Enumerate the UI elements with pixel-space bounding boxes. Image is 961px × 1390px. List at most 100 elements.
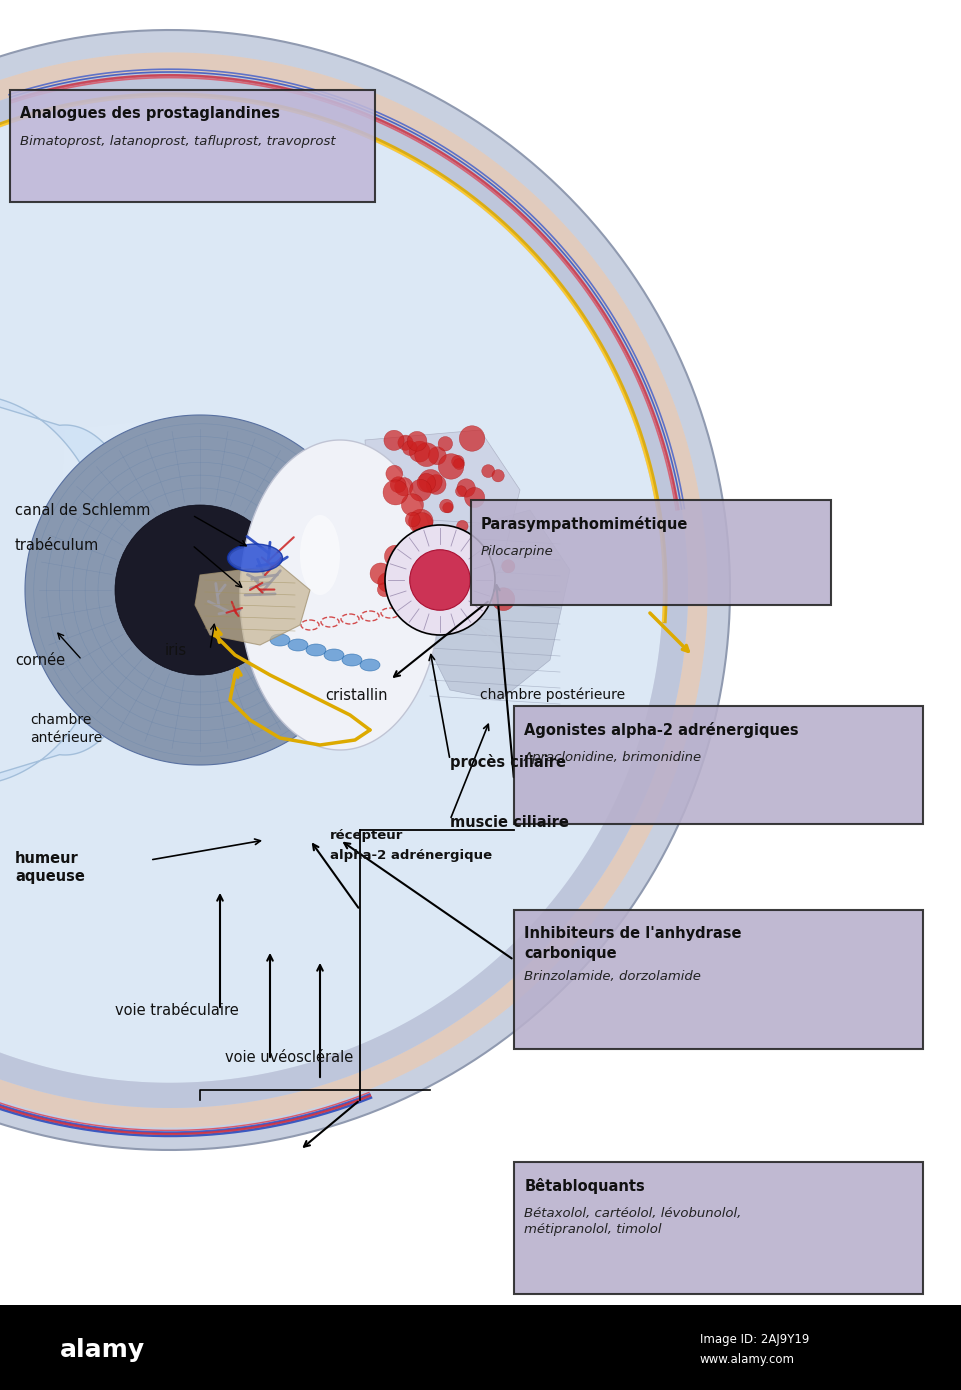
Polygon shape — [365, 430, 520, 620]
Ellipse shape — [288, 639, 308, 651]
Circle shape — [411, 513, 432, 534]
Polygon shape — [195, 564, 310, 645]
Text: aqueuse: aqueuse — [15, 869, 85, 884]
Circle shape — [502, 560, 515, 573]
Circle shape — [409, 441, 431, 461]
Circle shape — [457, 478, 476, 498]
Text: alamy: alamy — [60, 1339, 145, 1362]
Text: Parasympathomimétique: Parasympathomimétique — [480, 517, 688, 532]
Text: Pilocarpine: Pilocarpine — [480, 545, 554, 559]
Circle shape — [115, 505, 285, 676]
Ellipse shape — [360, 659, 380, 671]
Circle shape — [469, 560, 480, 571]
Circle shape — [386, 466, 403, 482]
Ellipse shape — [342, 655, 362, 666]
Polygon shape — [10, 90, 375, 202]
Circle shape — [454, 459, 464, 470]
Circle shape — [406, 512, 420, 527]
Polygon shape — [240, 441, 440, 751]
Text: Analogues des prostaglandines: Analogues des prostaglandines — [19, 107, 280, 121]
Circle shape — [383, 480, 408, 505]
Circle shape — [469, 582, 493, 607]
Circle shape — [418, 585, 439, 607]
Text: Agonistes alpha-2 adrénergiques: Agonistes alpha-2 adrénergiques — [524, 723, 799, 738]
Circle shape — [378, 582, 391, 596]
Circle shape — [417, 474, 435, 492]
Circle shape — [444, 557, 462, 575]
Circle shape — [409, 480, 431, 502]
Polygon shape — [0, 53, 707, 1127]
Ellipse shape — [270, 634, 290, 646]
Text: alpha-2 adrénergique: alpha-2 adrénergique — [330, 848, 492, 862]
Text: procès ciliaire: procès ciliaire — [450, 753, 566, 770]
Circle shape — [385, 525, 495, 635]
Circle shape — [481, 464, 495, 478]
Text: muscie ciliaire: muscie ciliaire — [450, 815, 569, 830]
Polygon shape — [471, 500, 831, 605]
Text: Brinzolamide, dorzolamide: Brinzolamide, dorzolamide — [524, 970, 701, 984]
Text: Inhibiteurs de l'anhydrase
carbonique: Inhibiteurs de l'anhydrase carbonique — [524, 927, 742, 962]
Circle shape — [438, 453, 464, 480]
Polygon shape — [0, 395, 150, 785]
Polygon shape — [420, 510, 570, 701]
Circle shape — [481, 577, 491, 587]
Circle shape — [427, 474, 446, 495]
Circle shape — [390, 477, 407, 492]
Circle shape — [441, 531, 453, 541]
Ellipse shape — [230, 548, 280, 569]
Text: www.alamy.com: www.alamy.com — [700, 1354, 795, 1366]
Polygon shape — [25, 416, 375, 764]
Text: iris: iris — [165, 642, 187, 657]
Polygon shape — [0, 31, 730, 1150]
Circle shape — [451, 571, 474, 595]
Text: cornée: cornée — [15, 652, 65, 667]
Circle shape — [403, 441, 417, 456]
Circle shape — [415, 443, 438, 467]
Polygon shape — [0, 97, 663, 1083]
Ellipse shape — [324, 649, 344, 662]
Circle shape — [419, 470, 442, 493]
Circle shape — [438, 436, 453, 450]
Ellipse shape — [300, 516, 340, 595]
Polygon shape — [0, 1305, 961, 1390]
Text: Bétaxolol, cartéolol, lévobunolol,
métipranolol, timolol: Bétaxolol, cartéolol, lévobunolol, métip… — [524, 1207, 742, 1236]
Circle shape — [464, 488, 484, 507]
Text: Apraclonidine, brimonidine: Apraclonidine, brimonidine — [524, 751, 702, 764]
Text: chambre postérieure: chambre postérieure — [480, 688, 625, 702]
Polygon shape — [514, 910, 923, 1049]
Circle shape — [414, 588, 440, 613]
Ellipse shape — [306, 644, 326, 656]
Text: Bimatoprost, latanoprost, tafluprost, travoprost: Bimatoprost, latanoprost, tafluprost, tr… — [19, 135, 335, 149]
Circle shape — [452, 456, 464, 468]
Circle shape — [395, 577, 413, 596]
Circle shape — [409, 550, 470, 610]
Text: antérieure: antérieure — [30, 731, 102, 745]
Circle shape — [384, 431, 405, 450]
Circle shape — [492, 588, 515, 610]
Circle shape — [478, 580, 492, 595]
Circle shape — [456, 520, 468, 532]
Polygon shape — [514, 706, 923, 824]
Ellipse shape — [228, 543, 283, 573]
Circle shape — [492, 470, 505, 482]
Circle shape — [432, 562, 446, 575]
Circle shape — [389, 581, 412, 605]
Circle shape — [393, 566, 404, 577]
Circle shape — [395, 478, 413, 496]
Circle shape — [456, 485, 466, 496]
Text: Image ID: 2AJ9Y19: Image ID: 2AJ9Y19 — [700, 1333, 809, 1347]
Text: chambre: chambre — [30, 713, 91, 727]
Circle shape — [429, 446, 446, 464]
Circle shape — [452, 587, 463, 598]
Circle shape — [398, 435, 413, 450]
Text: humeur: humeur — [15, 851, 79, 866]
Circle shape — [402, 493, 424, 516]
Circle shape — [407, 431, 427, 452]
Circle shape — [439, 499, 454, 513]
Polygon shape — [514, 1162, 923, 1294]
Polygon shape — [0, 31, 730, 1150]
Text: canal de Schlemm: canal de Schlemm — [15, 503, 150, 517]
Circle shape — [455, 577, 472, 595]
Text: récepteur: récepteur — [330, 828, 404, 841]
Circle shape — [384, 545, 407, 567]
